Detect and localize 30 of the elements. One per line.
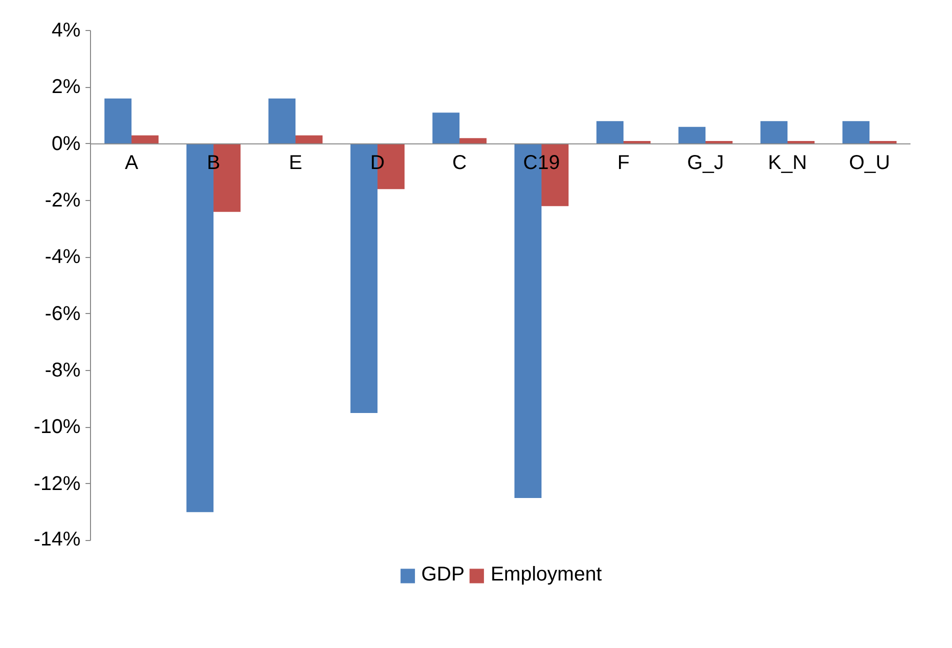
bar (132, 135, 159, 144)
y-tick-label: -14% (34, 528, 81, 550)
x-tick-label: C (452, 152, 467, 174)
legend-label: Employment (490, 564, 602, 586)
x-tick-label: A (124, 152, 139, 174)
y-tick-label: 0% (52, 132, 81, 155)
bar (678, 126, 706, 144)
y-tick-label: -10% (34, 416, 81, 438)
bar (596, 121, 624, 144)
y-tick-label: 2% (52, 76, 81, 98)
bar (268, 98, 296, 144)
bar (842, 121, 870, 144)
y-tick-label: 4% (52, 20, 81, 42)
y-tick-label: -2% (44, 190, 81, 212)
y-tick-label: -12% (34, 472, 81, 495)
x-tick-label: E (288, 152, 302, 174)
x-tick-label: C19 (523, 152, 560, 174)
bar (460, 138, 487, 144)
x-tick-label: O_U (848, 152, 890, 174)
legend-label: GDP (421, 564, 465, 586)
bar (432, 112, 460, 144)
x-tick-label: K_N (768, 152, 807, 174)
y-tick-label: -4% (44, 246, 81, 268)
x-tick-label: G_J (687, 152, 724, 174)
bar (296, 135, 323, 144)
y-tick-label: -6% (44, 302, 81, 325)
bar (104, 98, 132, 144)
bar (760, 121, 788, 144)
x-tick-label: F (617, 152, 630, 174)
y-tick-label: -8% (44, 360, 81, 382)
